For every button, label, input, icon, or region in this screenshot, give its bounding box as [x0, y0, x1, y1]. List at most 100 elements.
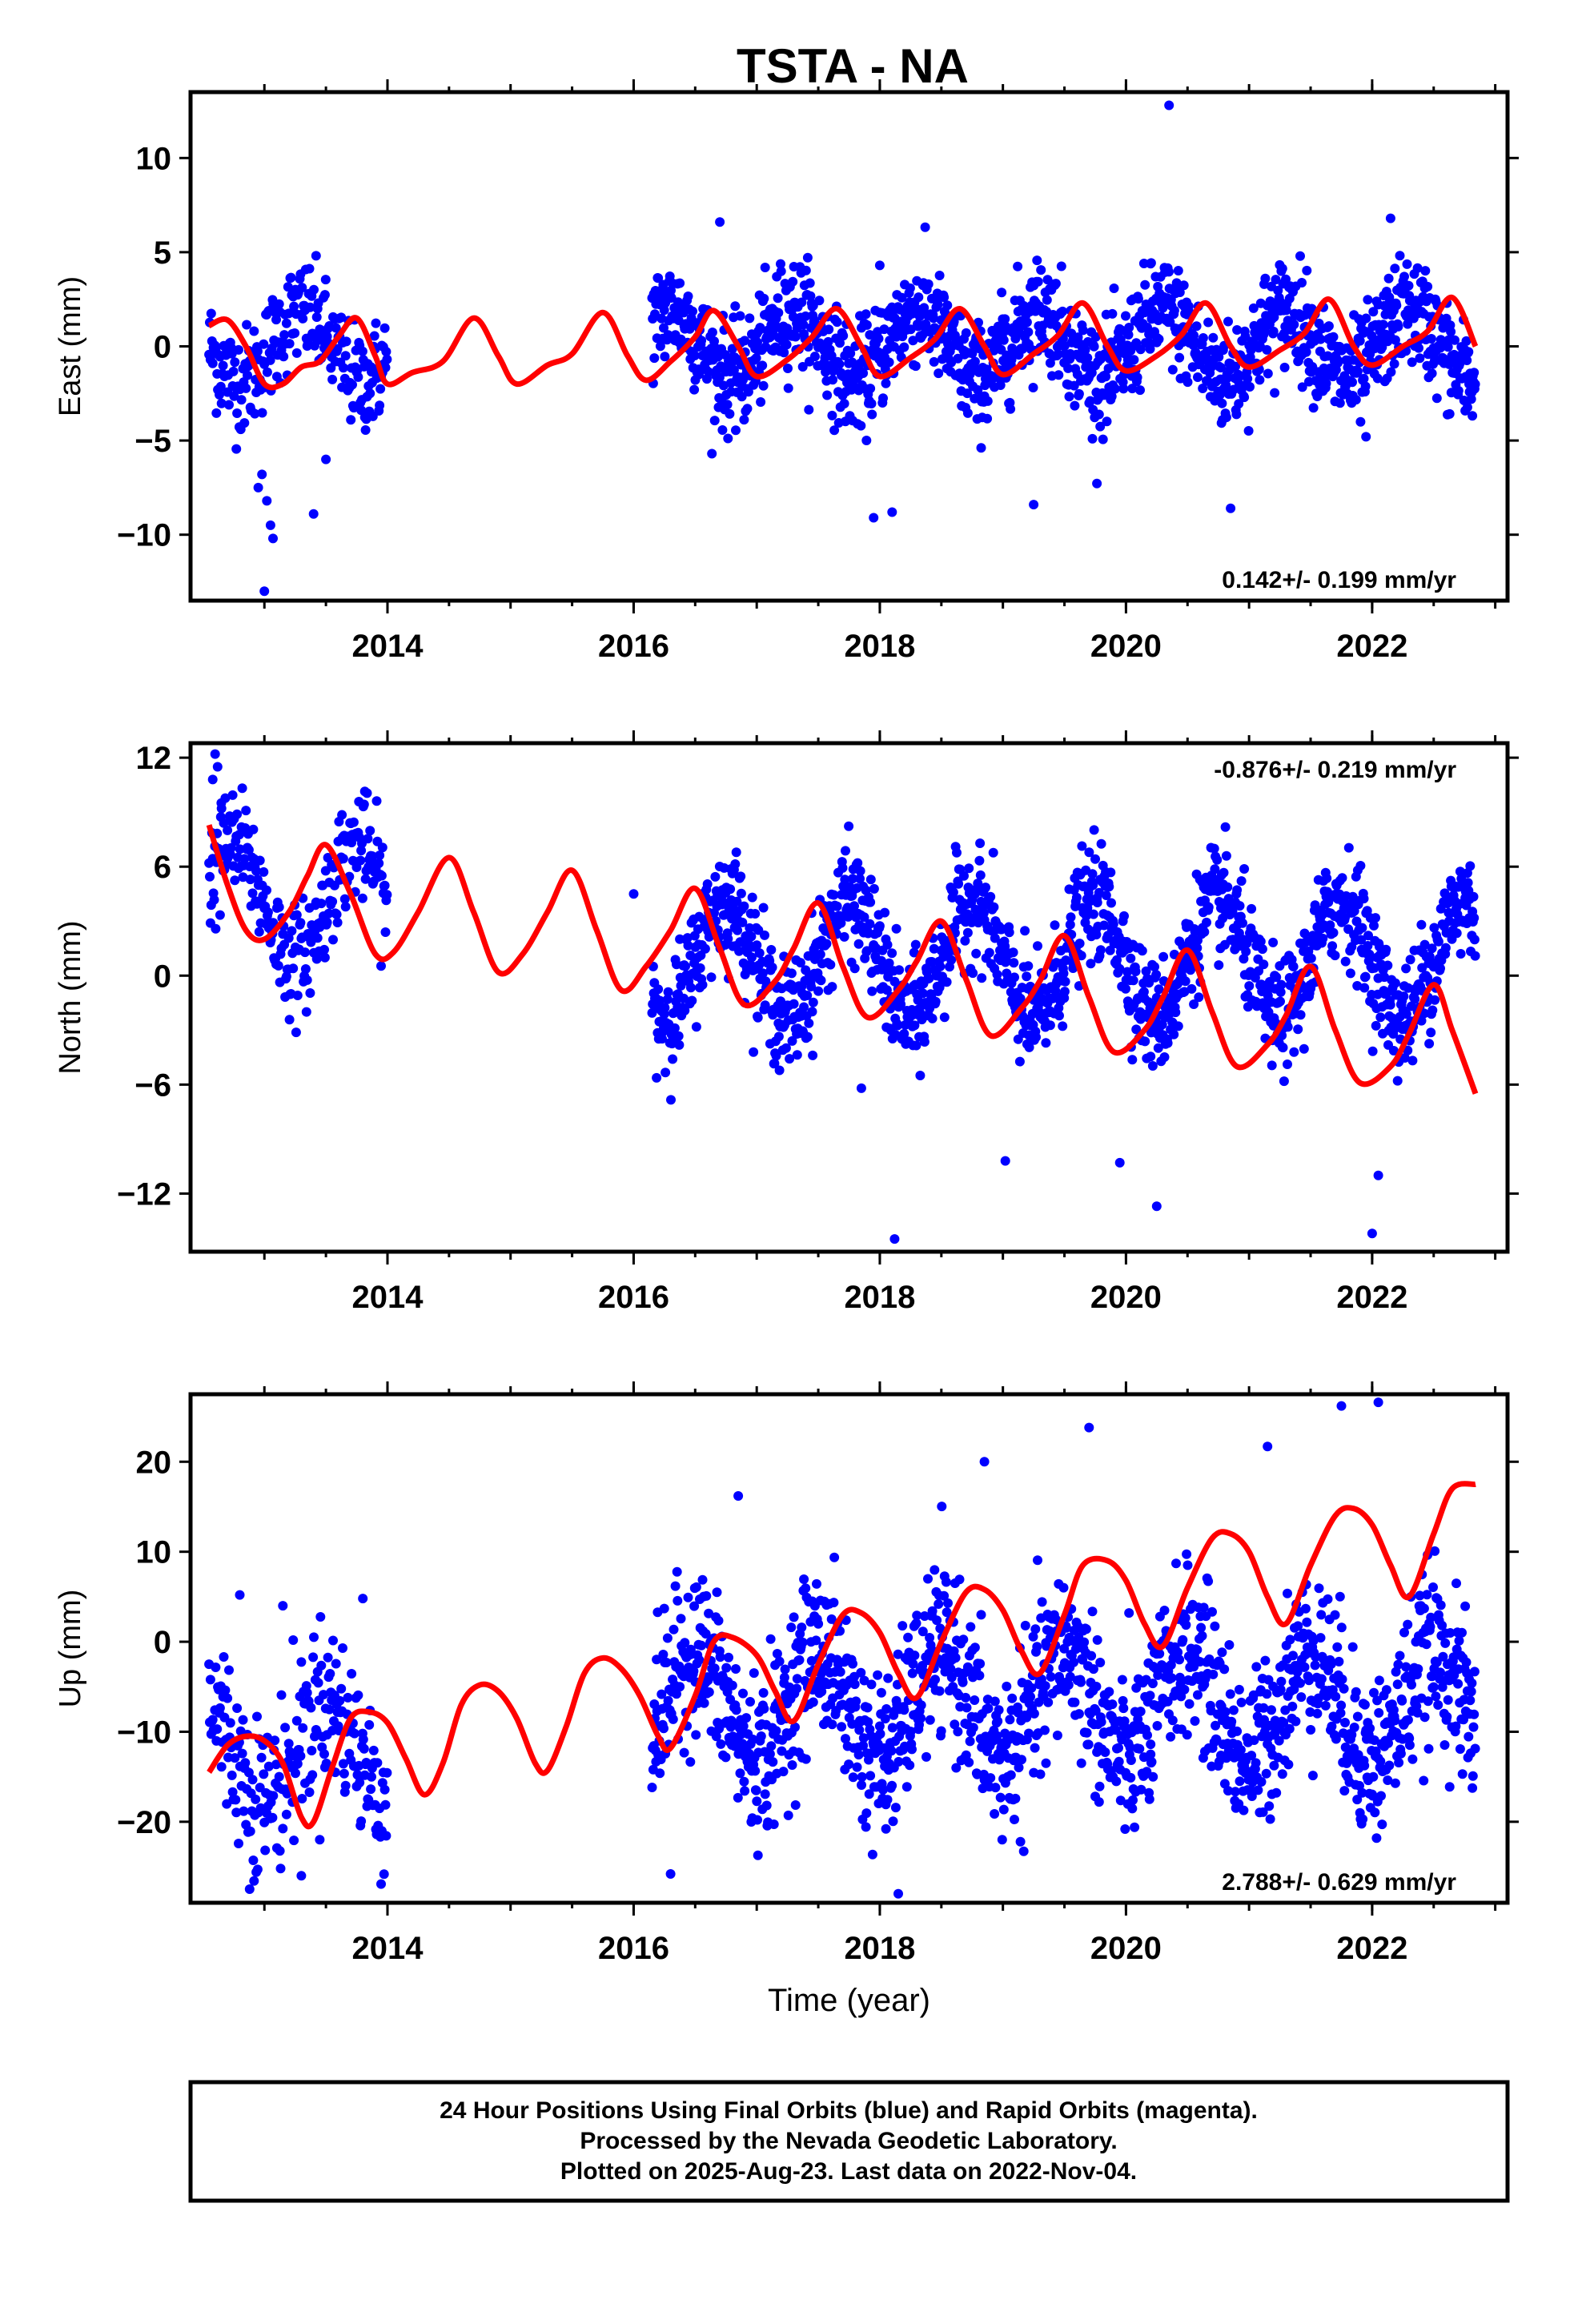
- data-point: [1345, 968, 1355, 979]
- data-point-outlier: [268, 533, 278, 544]
- data-point: [319, 1690, 328, 1700]
- data-point: [1446, 327, 1456, 337]
- data-point: [1381, 944, 1391, 955]
- data-point: [309, 284, 319, 295]
- data-point: [673, 1595, 683, 1606]
- data-point-outlier: [210, 749, 220, 759]
- data-point: [319, 290, 330, 300]
- data-point: [865, 384, 876, 394]
- data-point: [231, 1807, 242, 1818]
- data-point: [723, 433, 733, 444]
- data-point: [829, 890, 839, 900]
- data-point: [747, 892, 757, 903]
- data-point: [836, 918, 846, 928]
- up-points: [204, 1397, 1480, 1899]
- data-point: [1234, 1684, 1244, 1695]
- data-point: [893, 1020, 902, 1031]
- data-point: [942, 300, 953, 311]
- data-point: [1022, 971, 1032, 982]
- data-point: [859, 1675, 869, 1686]
- data-point: [757, 360, 768, 371]
- data-point: [1006, 355, 1017, 365]
- data-point: [1257, 944, 1267, 955]
- data-point: [211, 408, 222, 418]
- data-point: [683, 292, 693, 301]
- data-point: [1258, 1807, 1268, 1817]
- data-point: [284, 1015, 295, 1025]
- data-point: [320, 275, 331, 285]
- data-point: [1239, 864, 1250, 874]
- data-point: [1152, 1721, 1162, 1731]
- data-point: [1251, 1662, 1262, 1672]
- data-point: [1020, 926, 1030, 936]
- data-point: [829, 425, 840, 436]
- data-point: [1178, 280, 1189, 291]
- data-point: [801, 1583, 811, 1594]
- data-point: [752, 1796, 762, 1807]
- data-point: [1253, 1785, 1263, 1795]
- data-point: [878, 1784, 888, 1795]
- data-point: [961, 328, 971, 338]
- data-point: [1171, 278, 1182, 288]
- data-point: [873, 333, 884, 344]
- data-point: [241, 383, 251, 393]
- data-point: [866, 399, 877, 408]
- data-point: [1401, 1009, 1411, 1019]
- data-point: [797, 1637, 808, 1647]
- data-point: [821, 939, 832, 949]
- data-point: [929, 943, 939, 954]
- data-point: [243, 370, 252, 380]
- data-point: [1295, 1010, 1306, 1020]
- data-point: [292, 991, 303, 1000]
- data-point: [1040, 1725, 1050, 1735]
- data-point: [766, 1741, 777, 1751]
- data-point: [747, 952, 757, 963]
- data-point: [971, 948, 982, 959]
- data-point: [827, 410, 837, 420]
- data-point: [994, 1705, 1004, 1715]
- data-point-outlier: [321, 454, 331, 464]
- data-point: [1154, 1649, 1165, 1659]
- data-point: [832, 901, 842, 911]
- data-point: [1100, 1747, 1110, 1757]
- data-point: [1111, 1776, 1122, 1787]
- data-point: [1167, 1715, 1178, 1726]
- data-point: [1046, 1671, 1056, 1682]
- data-point: [232, 809, 243, 819]
- data-point: [1199, 927, 1210, 937]
- data-point: [364, 1719, 375, 1730]
- data-point: [275, 1864, 286, 1874]
- data-point: [280, 1723, 291, 1733]
- data-point: [1010, 972, 1019, 983]
- data-point: [783, 383, 793, 393]
- data-point: [1202, 917, 1211, 927]
- data-point: [990, 1809, 1000, 1819]
- data-point: [978, 908, 989, 919]
- data-point: [874, 921, 885, 931]
- data-point: [1360, 381, 1371, 392]
- y-tick-label: −5: [135, 424, 171, 459]
- data-point: [1169, 305, 1179, 316]
- data-point: [942, 1607, 952, 1618]
- data-point: [1249, 1735, 1259, 1745]
- data-point: [363, 834, 373, 844]
- data-point: [1372, 373, 1383, 384]
- data-point: [861, 320, 872, 330]
- data-point: [927, 1013, 938, 1023]
- data-point: [1217, 1647, 1227, 1658]
- data-point: [1289, 320, 1299, 330]
- data-point: [727, 1680, 737, 1691]
- data-point: [1063, 363, 1074, 373]
- y-tick-label: 6: [154, 850, 171, 885]
- data-point: [769, 1058, 780, 1068]
- data-point: [1037, 1597, 1047, 1607]
- data-point: [1389, 359, 1399, 369]
- data-point: [224, 1665, 234, 1675]
- data-point: [365, 388, 375, 399]
- data-point: [1124, 1608, 1134, 1618]
- data-point: [374, 858, 384, 868]
- data-point-outlier: [216, 798, 227, 808]
- data-point: [792, 1683, 802, 1694]
- data-point: [304, 263, 315, 274]
